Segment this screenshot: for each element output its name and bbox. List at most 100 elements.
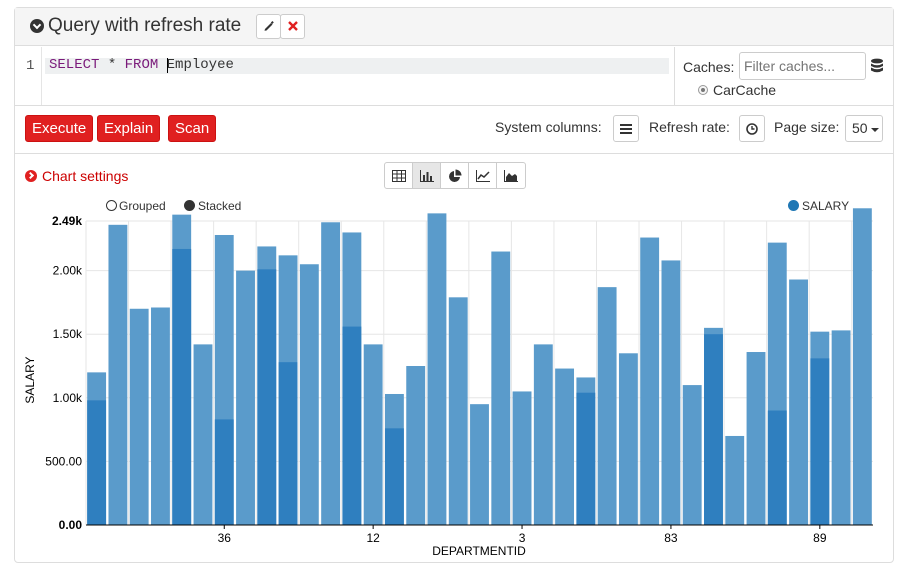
x-tick-label: 3: [519, 531, 526, 545]
salary-bar[interactable]: [448, 297, 468, 525]
sql-code[interactable]: SELECT * FROM Employee: [49, 57, 234, 73]
filter-caches-input[interactable]: [739, 52, 866, 80]
x-axis-label: DEPARTMENTID: [432, 544, 526, 558]
salary-bar-overlay[interactable]: [810, 358, 830, 525]
salary-bar[interactable]: [193, 344, 213, 525]
salary-bar[interactable]: [108, 224, 128, 525]
salary-bar-overlay[interactable]: [576, 392, 596, 525]
chart-type-bar-button[interactable]: [413, 163, 441, 188]
area-chart-icon: [504, 169, 518, 182]
salary-bar[interactable]: [852, 208, 872, 525]
salary-bar[interactable]: [682, 385, 702, 525]
salary-bar[interactable]: [129, 308, 149, 525]
salary-bar[interactable]: [470, 404, 489, 525]
y-axis-label: SALARY: [23, 356, 37, 403]
execute-button[interactable]: Execute: [25, 115, 94, 142]
legend-salary-label: SALARY: [802, 199, 850, 213]
salary-bar[interactable]: [597, 287, 617, 525]
salary-bar[interactable]: [299, 264, 319, 525]
chart-settings-toggle[interactable]: Chart settings: [42, 168, 129, 184]
y-tick-label: 500.00: [45, 454, 82, 468]
salary-bar-overlay[interactable]: [257, 269, 277, 525]
salary-bar[interactable]: [236, 270, 255, 525]
salary-bar[interactable]: [618, 353, 638, 525]
legend-salary-marker[interactable]: [788, 200, 799, 211]
salary-bar[interactable]: [321, 222, 341, 525]
active-line-highlight: [45, 58, 669, 74]
salary-bar[interactable]: [640, 237, 660, 525]
salary-bar-overlay[interactable]: [172, 248, 192, 525]
y-tick-label: 2.49k: [52, 214, 82, 228]
bar-chart-icon: [419, 169, 434, 182]
page-size-select[interactable]: 50: [845, 115, 883, 142]
remove-query-button[interactable]: [280, 14, 305, 39]
pie-chart-icon: [448, 169, 461, 182]
refresh-rate-button[interactable]: [739, 115, 765, 142]
salary-bar[interactable]: [746, 352, 766, 525]
refresh-rate-label: Refresh rate:: [649, 119, 730, 135]
salary-bar-overlay[interactable]: [767, 410, 787, 525]
salary-bar[interactable]: [406, 366, 426, 525]
panel-header: Query with refresh rate: [15, 8, 893, 46]
salary-bar-overlay[interactable]: [704, 334, 723, 525]
salary-bar[interactable]: [533, 344, 553, 525]
page-size-label: Page size:: [774, 119, 840, 135]
x-tick-label: 36: [218, 531, 232, 545]
salary-bar[interactable]: [555, 368, 575, 525]
text-caret: [167, 58, 168, 73]
chart-type-line-button[interactable]: [469, 163, 497, 188]
x-tick-label: 83: [664, 531, 678, 545]
salary-bar-overlay[interactable]: [384, 428, 404, 525]
stacked-label[interactable]: Stacked: [198, 199, 242, 213]
stacked-radio[interactable]: [184, 200, 195, 211]
grouped-radio[interactable]: [106, 200, 117, 211]
chart-type-area-button[interactable]: [497, 163, 525, 188]
salary-bar[interactable]: [789, 279, 808, 525]
close-icon: [287, 21, 298, 31]
salary-bar[interactable]: [491, 251, 511, 525]
cache-radio[interactable]: [698, 85, 708, 95]
grouped-label[interactable]: Grouped: [119, 199, 166, 213]
system-columns-label: System columns:: [495, 119, 602, 135]
sql-keyword-from: FROM: [124, 57, 159, 73]
scan-button[interactable]: Scan: [168, 115, 217, 142]
chart-type-table-button[interactable]: [385, 163, 413, 188]
salary-bar-overlay[interactable]: [278, 362, 298, 525]
salary-bar[interactable]: [363, 344, 383, 525]
salary-bar-overlay[interactable]: [214, 419, 234, 525]
salary-bar[interactable]: [427, 213, 447, 525]
salary-bar[interactable]: [151, 307, 170, 525]
y-tick-label: 1.50k: [53, 327, 83, 341]
salary-bar[interactable]: [725, 435, 745, 525]
salary-bar[interactable]: [661, 260, 681, 525]
salary-bar-overlay[interactable]: [87, 400, 107, 525]
sql-editor[interactable]: 1 SELECT * FROM Employee: [15, 47, 675, 105]
clock-icon: [746, 123, 758, 135]
salary-bar[interactable]: [831, 330, 851, 525]
menu-icon: [620, 124, 632, 134]
chart-type-group: [384, 162, 526, 189]
cache-name: CarCache: [713, 82, 777, 98]
line-number: 1: [26, 58, 35, 74]
explain-button[interactable]: Explain: [97, 115, 161, 142]
x-tick-label: 89: [813, 531, 827, 545]
panel-title: Query with refresh rate: [48, 15, 242, 36]
page-size-value: 50: [852, 120, 868, 136]
divider: [15, 153, 893, 154]
database-icon[interactable]: [870, 58, 884, 74]
system-columns-button[interactable]: [613, 115, 639, 142]
sql-table-name: Employee: [166, 57, 234, 73]
sql-keyword-select: SELECT: [49, 57, 100, 73]
table-icon: [391, 169, 406, 182]
chevron-right-icon[interactable]: [25, 170, 37, 182]
x-tick-label: 12: [366, 531, 380, 545]
divider: [15, 105, 893, 106]
line-chart-icon: [475, 169, 490, 182]
salary-bar-overlay[interactable]: [342, 326, 362, 525]
edit-title-button[interactable]: [256, 14, 281, 39]
caret-down-icon: [870, 128, 879, 132]
salary-bar[interactable]: [512, 391, 532, 525]
collapse-chevron-icon[interactable]: [30, 19, 44, 33]
chart-type-pie-button[interactable]: [441, 163, 469, 188]
